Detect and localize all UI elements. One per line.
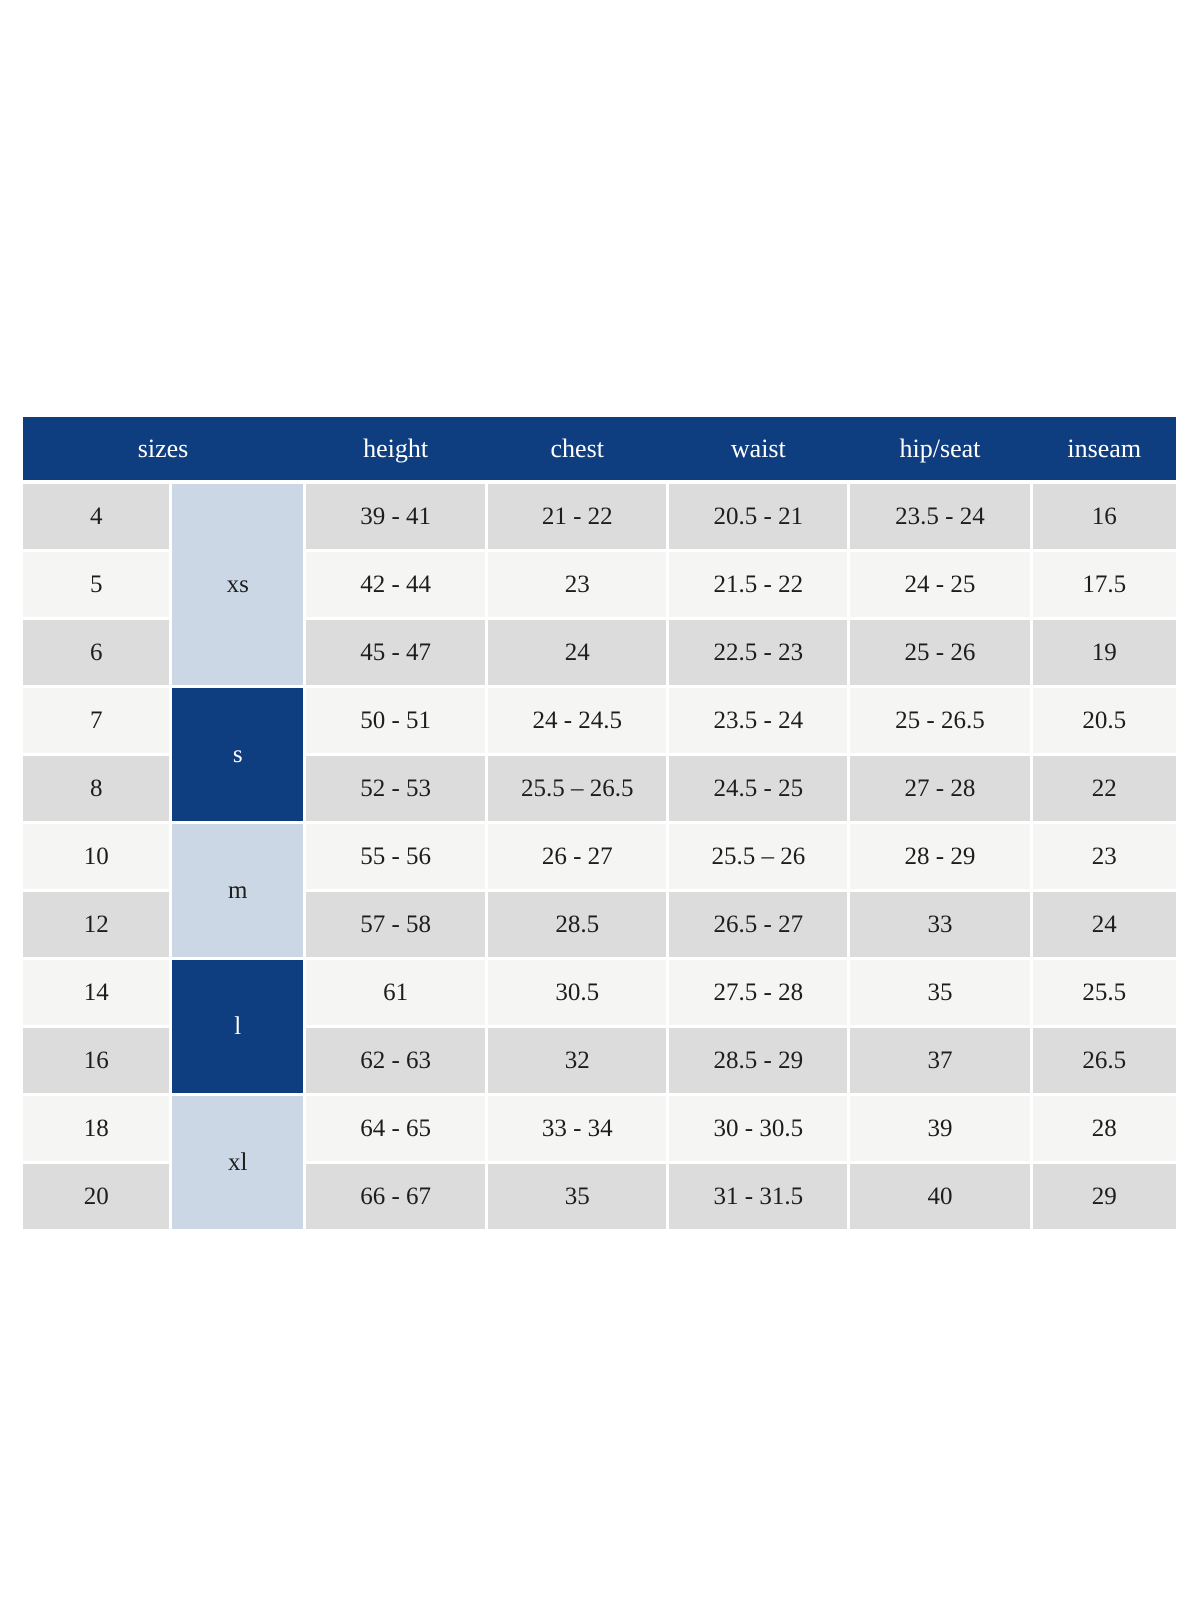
table-cell: 24.5 - 25 [669,756,848,821]
table-cell: 37 [850,1028,1030,1093]
table-cell: 31 - 31.5 [669,1164,848,1229]
header-chest: chest [550,433,604,463]
table-cell: 28.5 [488,892,667,957]
table-cell: 52 - 53 [306,756,486,821]
table-cell: 26.5 - 27 [669,892,848,957]
table-cell: 22.5 - 23 [669,620,848,685]
table-cell: 23 [488,552,667,617]
table-cell: 28 - 29 [850,824,1030,889]
table-cell: 7 [23,688,170,753]
table-cell: 55 - 56 [306,824,486,889]
table-cell: 33 - 34 [488,1096,667,1161]
table-cell: 28.5 - 29 [669,1028,848,1093]
header-hip-seat: hip/seat [899,433,981,463]
size-group-xs: xs [172,484,304,685]
table-cell: 26.5 [1032,1028,1176,1093]
size-table-body: xs s m l xl 4 39 - 41 21 - 22 20.5 - 21 … [23,484,1176,1229]
table-cell: 16 [1032,484,1176,549]
table-cell: 19 [1032,620,1176,685]
table-cell: 35 [488,1164,667,1229]
table-cell: 32 [488,1028,667,1093]
size-group-l: l [172,960,304,1093]
table-cell: 18 [23,1096,170,1161]
table-cell: 14 [23,960,170,1025]
header-waist: waist [730,433,786,463]
table-cell: 23.5 - 24 [669,688,848,753]
table-cell: 25.5 [1032,960,1176,1025]
table-cell: 66 - 67 [306,1164,486,1229]
table-cell: 23 [1032,824,1176,889]
table-cell: 5 [23,552,170,617]
table-cell: 24 [1032,892,1176,957]
table-cell: 22 [1032,756,1176,821]
table-cell: 30.5 [488,960,667,1025]
table-cell: 27.5 - 28 [669,960,848,1025]
table-cell: 42 - 44 [306,552,486,617]
table-cell: 61 [306,960,486,1025]
table-cell: 21.5 - 22 [669,552,848,617]
table-cell: 12 [23,892,170,957]
table-cell: 20.5 - 21 [669,484,848,549]
table-cell: 29 [1032,1164,1176,1229]
table-cell: 45 - 47 [306,620,486,685]
table-cell: 21 - 22 [488,484,667,549]
size-table: sizes height chest waist hip/seat inseam… [23,417,1176,1229]
table-cell: 50 - 51 [306,688,486,753]
table-cell: 30 - 30.5 [669,1096,848,1161]
table-cell: 8 [23,756,170,821]
table-cell: 64 - 65 [306,1096,486,1161]
size-group-xl: xl [172,1096,304,1229]
table-cell: 35 [850,960,1030,1025]
table-cell: 6 [23,620,170,685]
table-cell: 20.5 [1032,688,1176,753]
size-group-s: s [172,688,304,821]
table-cell: 4 [23,484,170,549]
table-cell: 39 [850,1096,1030,1161]
table-cell: 28 [1032,1096,1176,1161]
table-cell: 25.5 – 26.5 [488,756,667,821]
table-cell: 24 [488,620,667,685]
table-cell: 62 - 63 [306,1028,486,1093]
table-cell: 57 - 58 [306,892,486,957]
size-group-m: m [172,824,304,957]
table-cell: 10 [23,824,170,889]
header-inseam: inseam [1067,433,1142,463]
table-cell: 25 - 26 [850,620,1030,685]
table-cell: 39 - 41 [306,484,486,549]
table-cell: 17.5 [1032,552,1176,617]
table-cell: 27 - 28 [850,756,1030,821]
header-sizes: sizes [137,433,189,463]
table-cell: 40 [850,1164,1030,1229]
table-cell: 33 [850,892,1030,957]
table-cell: 24 - 24.5 [488,688,667,753]
table-cell: 23.5 - 24 [850,484,1030,549]
header-height: height [363,433,429,463]
table-cell: 20 [23,1164,170,1229]
table-cell: 25 - 26.5 [850,688,1030,753]
table-cell: 24 - 25 [850,552,1030,617]
table-cell: 26 - 27 [488,824,667,889]
table-cell: 16 [23,1028,170,1093]
table-cell: 25.5 – 26 [669,824,848,889]
size-table-header: sizes height chest waist hip/seat inseam [23,417,1176,480]
